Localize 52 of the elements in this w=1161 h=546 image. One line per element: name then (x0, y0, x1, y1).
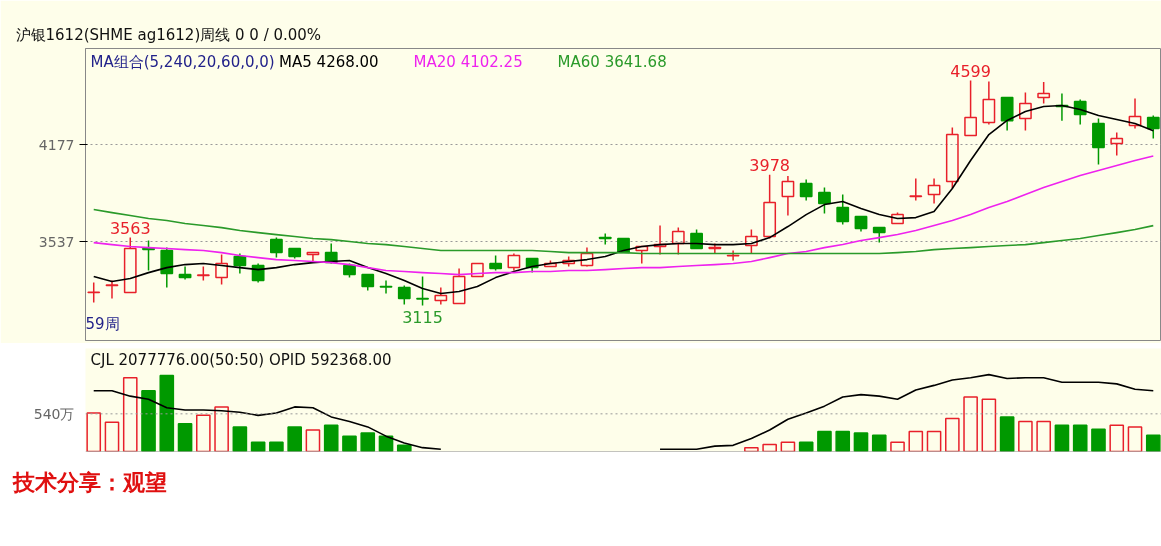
annotation: 4599 (950, 61, 991, 81)
annotation: 3563 (109, 218, 151, 238)
bar (1072, 424, 1088, 452)
bar (287, 426, 302, 452)
candlestick (598, 232, 612, 246)
bar (360, 432, 376, 452)
candlestick (799, 178, 813, 202)
text: MA20 4102.25 (413, 52, 523, 71)
candlestick (306, 251, 320, 264)
bar (999, 416, 1015, 452)
legend-title: MA组合(5,240,20,60,0,0) (90, 52, 275, 71)
text: MA5 4268.00 (279, 52, 379, 71)
y-tick-label: 4177 (38, 136, 75, 153)
candlestick (1128, 97, 1142, 130)
bar (835, 430, 851, 452)
bar (1145, 434, 1161, 452)
bar (232, 426, 248, 452)
candlestick (379, 279, 393, 295)
bar (342, 435, 357, 452)
candlestick (470, 262, 484, 278)
bar (159, 374, 175, 452)
bar (798, 441, 814, 452)
candlestick (434, 286, 448, 306)
candlestick (452, 267, 466, 305)
bar (817, 430, 832, 452)
bar (1091, 428, 1106, 452)
annotation: 59周 (85, 314, 120, 333)
bar (323, 424, 339, 452)
candlestick (927, 177, 941, 205)
candlestick (781, 175, 795, 217)
candlestick (854, 215, 868, 233)
candlestick (964, 79, 978, 137)
chart-title: CJL 2077776.00(50:50) OPID 592368.00 (90, 350, 392, 369)
line-series (92, 155, 1155, 276)
bar (871, 434, 887, 452)
candlestick (653, 224, 667, 256)
text: MA60 3641.68 (557, 52, 667, 71)
text: 技术分享：观望 (11, 468, 167, 495)
bar (853, 432, 869, 452)
chart-title: 沪银1612(SHME ag1612)周线 0 0 / 0.00% (15, 25, 322, 44)
bar (396, 444, 412, 452)
candlestick (1000, 96, 1014, 132)
annotation: 3978 (749, 155, 791, 175)
y-tick-label: 3537 (38, 233, 75, 250)
candlestick (909, 177, 923, 202)
bar (1054, 424, 1070, 452)
bar (141, 390, 156, 452)
annotation: 3115 (402, 308, 443, 328)
candlestick (982, 80, 996, 126)
ref-line-label: 540万 (33, 405, 75, 422)
bar (177, 423, 193, 452)
bar (269, 441, 284, 452)
